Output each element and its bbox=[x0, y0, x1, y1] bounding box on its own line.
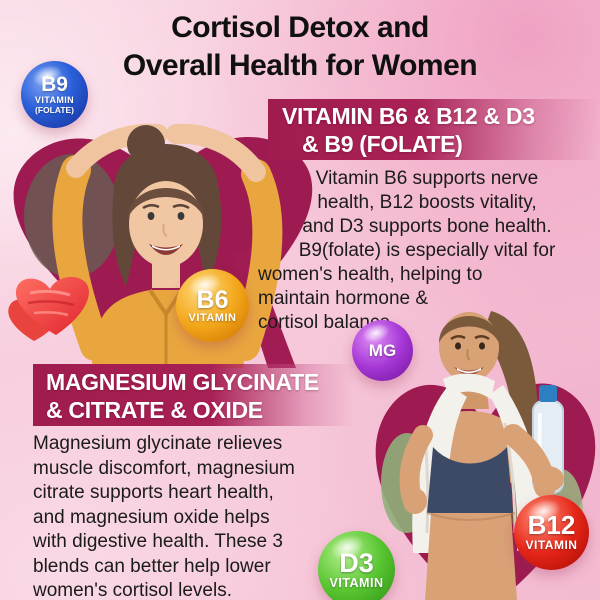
magnesium-body-line: blends can better help lower bbox=[33, 555, 271, 577]
d3-badge-code: D3 bbox=[339, 547, 374, 578]
magnesium-body-line: citrate supports heart health, bbox=[33, 482, 274, 503]
vitamins-body-line: health, B12 boosts vitality, bbox=[317, 192, 537, 213]
b6-badge: B6 VITAMIN bbox=[176, 269, 249, 342]
magnesium-heading-line1: MAGNESIUM GLYCINATE bbox=[46, 369, 319, 395]
vitamins-body-line: women's health, helping to bbox=[258, 264, 483, 285]
vitamins-heading-line1: VITAMIN B6 & B12 & D3 bbox=[282, 103, 535, 129]
vitamins-body-line: B9(folate) is especially vital for bbox=[298, 240, 556, 261]
d3-badge-label: VITAMIN bbox=[329, 575, 384, 590]
magnesium-body-line: muscle discomfort, magnesium bbox=[33, 457, 295, 479]
b9-badge-sublabel: (FOLATE) bbox=[34, 104, 75, 115]
d3-badge: D3 VITAMIN bbox=[318, 531, 395, 600]
b9-badge-label: VITAMIN bbox=[34, 94, 75, 105]
b9-badge: B9 VITAMIN (FOLATE) bbox=[21, 61, 88, 128]
magnesium-paragraph: Magnesium glycinate relieves muscle disc… bbox=[33, 432, 353, 600]
b9-badge-code: B9 bbox=[41, 72, 68, 96]
b12-badge-code: B12 bbox=[527, 510, 576, 540]
mg-badge-code: MG bbox=[368, 340, 397, 360]
magnesium-body-line: Magnesium glycinate relieves bbox=[33, 433, 283, 454]
gummy-heart bbox=[8, 276, 89, 341]
magnesium-heading-banner: MAGNESIUM GLYCINATE & CITRATE & OXIDE bbox=[33, 364, 355, 426]
b6-badge-code: B6 bbox=[196, 285, 229, 314]
page-title: Cortisol Detox and Overall Health for Wo… bbox=[0, 9, 600, 85]
vitamins-heading-banner: VITAMIN B6 & B12 & D3 & B9 (FOLATE) bbox=[268, 99, 600, 160]
vitamins-body-line: maintain hormone & bbox=[258, 288, 429, 309]
vitamins-body-line: and D3 supports bone health. bbox=[302, 216, 552, 237]
vitamins-heading-line2: & B9 (FOLATE) bbox=[302, 131, 463, 157]
magnesium-body-line: with digestive health. These 3 bbox=[33, 531, 283, 552]
magnesium-heading-line2: & CITRATE & OXIDE bbox=[46, 397, 263, 423]
vitamins-paragraph: Vitamin B6 supports nerve health, B12 bo… bbox=[258, 167, 596, 335]
b6-badge-label: VITAMIN bbox=[188, 311, 237, 324]
b12-badge-label: VITAMIN bbox=[525, 538, 578, 552]
page-title-line1: Cortisol Detox and bbox=[171, 11, 429, 44]
magnesium-body-line: and magnesium oxide helps bbox=[33, 506, 270, 528]
mg-badge: MG bbox=[352, 320, 413, 381]
magnesium-body-line: women's cortisol levels. bbox=[33, 580, 232, 600]
page-title-line2: Overall Health for Women bbox=[122, 49, 478, 82]
vitamins-body-line: Vitamin B6 supports nerve bbox=[315, 168, 539, 189]
b12-badge: B12 VITAMIN bbox=[514, 495, 589, 570]
